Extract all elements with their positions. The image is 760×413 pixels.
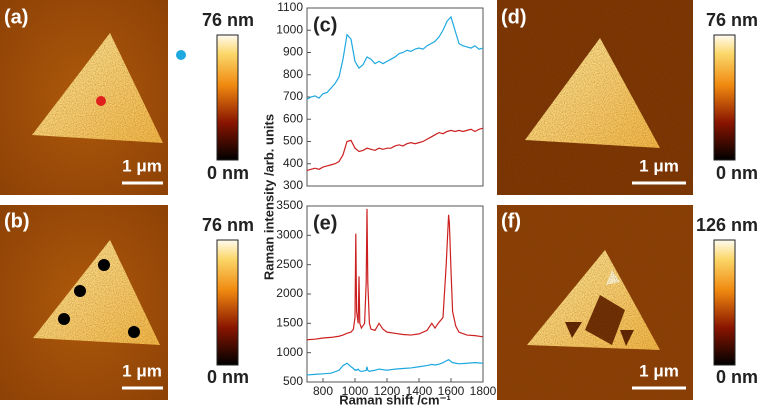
y-tick-label: 1000: [276, 22, 303, 36]
panel-label: (a): [4, 6, 28, 28]
y-tick-label: 2500: [276, 257, 303, 271]
panel-label: (c): [313, 14, 337, 36]
y-tick-label: 500: [283, 374, 303, 388]
afm-image: (f) 1 μm: [497, 205, 693, 400]
colorbar: [713, 34, 736, 161]
scale-bar-label: 1 μm: [639, 156, 679, 175]
colorbar-min: 0 nm: [207, 367, 249, 387]
colorbar: [216, 34, 239, 161]
y-tick-label: 2000: [276, 286, 303, 300]
series-line: [306, 15, 484, 100]
x-axis-label: Raman shift /cm⁻¹: [339, 392, 451, 407]
y-tick-label: 1000: [276, 345, 303, 359]
colorbar-max: 126 nm: [696, 215, 758, 235]
x-tick-label: 1600: [438, 384, 465, 398]
afm-image: (b) 1 μm: [0, 205, 168, 400]
y-tick-label: 3000: [276, 228, 303, 242]
x-tick-label: 1200: [374, 384, 401, 398]
y-tick-label: 1500: [276, 316, 303, 330]
series-line: [306, 359, 484, 376]
series-line: [306, 208, 484, 341]
x-tick-label: 1800: [470, 384, 497, 398]
x-tick-label: 1000: [342, 384, 369, 398]
afm-image: (a) 1 μm: [0, 0, 186, 195]
colorbar-min: 0 nm: [716, 163, 758, 183]
colorbar-min: 0 nm: [716, 367, 758, 387]
x-tick-label: 800: [313, 384, 333, 398]
series-line: [306, 127, 484, 172]
scale-bar-label: 1 μm: [122, 361, 162, 380]
colorbar: [216, 239, 239, 366]
y-tick-label: 300: [283, 178, 303, 192]
y-tick-label: 900: [283, 45, 303, 59]
y-tick-label: 400: [283, 156, 303, 170]
y-axis-label: Raman intensity /arb. units: [261, 114, 276, 280]
colorbar: [713, 239, 736, 366]
y-tick-label: 1100: [277, 0, 303, 14]
probe-dot: [176, 50, 186, 60]
y-tick-label: 3500: [276, 198, 303, 212]
colorbar-max: 76 nm: [202, 10, 254, 30]
colorbar-max: 76 nm: [202, 215, 254, 235]
x-tick-label: 1400: [406, 384, 433, 398]
y-tick-label: 500: [283, 134, 303, 148]
scale-bar-label: 1 μm: [122, 156, 162, 175]
panel-label: (d): [501, 6, 527, 28]
y-tick-label: 700: [283, 89, 303, 103]
probe-dot: [96, 96, 106, 106]
panel-label: (f): [501, 210, 521, 232]
colorbar-max: 76 nm: [706, 10, 758, 30]
afm-image: (d) 1 μm: [497, 0, 693, 195]
y-tick-label: 800: [283, 67, 303, 81]
panel-label: (b): [4, 210, 30, 232]
colorbar-min: 0 nm: [207, 163, 249, 183]
scale-bar-label: 1 μm: [639, 361, 679, 380]
panel-label: (e): [313, 212, 337, 234]
y-tick-label: 600: [283, 111, 303, 125]
